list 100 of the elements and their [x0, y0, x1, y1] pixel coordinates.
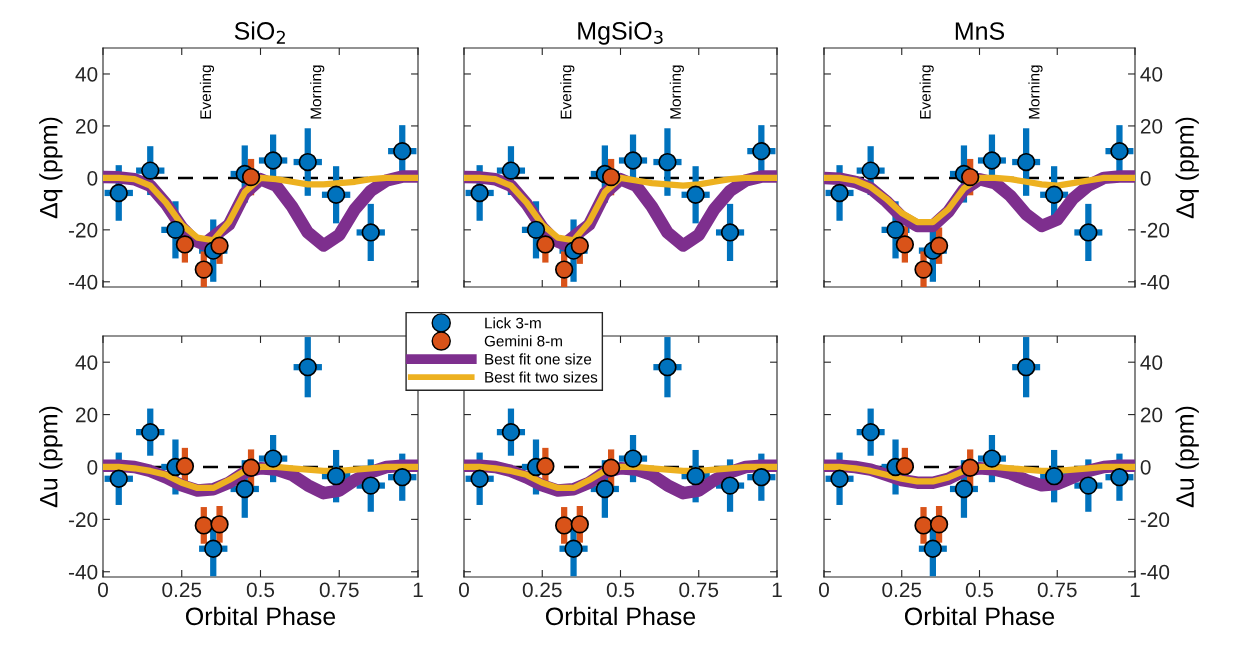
point — [623, 449, 643, 468]
point — [720, 223, 740, 242]
y2-tick-label: -40 — [1140, 274, 1170, 290]
point — [361, 476, 380, 495]
point — [929, 236, 949, 255]
point — [570, 236, 589, 255]
y2-tick-label: 40 — [1140, 66, 1163, 82]
point — [923, 539, 943, 558]
point — [536, 457, 555, 476]
point — [298, 152, 317, 172]
point — [501, 161, 521, 180]
x-axis-title: Orbital Phase — [545, 606, 696, 626]
point — [526, 220, 546, 240]
point — [194, 260, 213, 279]
chart-title: SiO$_{2}$ — [234, 21, 285, 44]
point — [914, 516, 933, 535]
y-tick-label: 0 — [87, 170, 98, 186]
x-tick-label: 0 — [819, 582, 829, 598]
y2-tick-label: 20 — [1140, 118, 1163, 134]
x-tick-label: 0.5 — [965, 582, 994, 598]
point — [601, 167, 621, 187]
point — [109, 469, 128, 488]
point — [326, 466, 346, 486]
point — [752, 468, 771, 487]
y-tick-label: 40 — [75, 355, 98, 370]
point — [752, 141, 771, 161]
legend-label: Gemini 8-m — [484, 335, 562, 347]
point — [141, 422, 160, 442]
point — [658, 152, 677, 172]
point — [470, 469, 489, 488]
x-tick-label: 0.25 — [522, 582, 562, 598]
point — [141, 161, 160, 180]
y-tick-label: -20 — [68, 512, 98, 528]
point — [194, 516, 213, 535]
x-tick-label: 0.75 — [1037, 582, 1077, 598]
x-tick-label: 0 — [98, 582, 108, 598]
point — [861, 161, 880, 180]
x-tick-label: 1 — [413, 582, 423, 597]
x-axis-title: Orbital Phase — [904, 606, 1055, 626]
point — [830, 469, 849, 488]
point — [554, 516, 574, 535]
x-axis-title: Orbital Phase — [185, 606, 336, 626]
y2-tick-label: 0 — [1140, 170, 1151, 186]
x-tick-label: 0.5 — [246, 582, 275, 598]
point — [961, 458, 980, 477]
annotation: Morning — [669, 65, 684, 119]
point — [1110, 141, 1129, 161]
point — [361, 223, 380, 242]
point — [210, 515, 229, 534]
y-axis-title: Δu (ppm) — [39, 406, 63, 508]
chart-title: MnS — [955, 22, 1005, 40]
point — [536, 235, 555, 254]
y2-tick-label: 0 — [1140, 459, 1151, 475]
point — [929, 515, 949, 534]
point — [175, 457, 195, 476]
point — [961, 167, 980, 187]
point — [830, 183, 849, 203]
legend-label: Best fit one size — [485, 353, 592, 365]
annotation: Evening — [560, 65, 575, 119]
x-tick-label: 1 — [1130, 582, 1140, 597]
point — [861, 422, 880, 442]
point — [1044, 185, 1064, 204]
x-tick-label: 0 — [459, 582, 469, 598]
point — [1079, 223, 1098, 242]
y-tick-label: -40 — [68, 564, 98, 580]
chart-title: MgSiO$_{3}$ — [578, 21, 663, 45]
point — [393, 141, 412, 161]
y-tick-label: 20 — [76, 407, 98, 423]
point — [895, 235, 915, 254]
point — [954, 479, 974, 499]
point — [1110, 468, 1129, 487]
point — [895, 457, 915, 476]
point — [601, 458, 621, 477]
point — [982, 151, 1002, 170]
point — [720, 476, 740, 495]
point — [982, 449, 1002, 468]
legend-label: Best fit two sizes — [485, 371, 598, 383]
point — [175, 235, 195, 254]
point — [326, 185, 346, 204]
point — [109, 183, 128, 203]
y2-tick-label: 40 — [1140, 355, 1163, 370]
x-tick-label: 0.5 — [606, 582, 635, 598]
y-tick-label: -20 — [68, 222, 98, 238]
y2-tick-label: -20 — [1140, 222, 1170, 238]
point — [204, 539, 223, 558]
point — [886, 220, 905, 240]
y-tick-label: 0 — [87, 459, 98, 475]
y2-tick-label: -20 — [1140, 512, 1170, 528]
point — [570, 515, 589, 534]
annotation: Evening — [919, 65, 934, 119]
point — [686, 185, 705, 204]
point — [554, 260, 574, 279]
x-tick-label: 0.25 — [882, 582, 922, 598]
point — [1016, 152, 1036, 172]
x-tick-label: 0.75 — [319, 582, 359, 598]
annotation: Morning — [310, 65, 325, 119]
x-tick-label: 0.75 — [679, 582, 719, 598]
point — [166, 220, 185, 240]
x-tick-label: 0.25 — [162, 582, 202, 598]
point — [623, 151, 643, 170]
